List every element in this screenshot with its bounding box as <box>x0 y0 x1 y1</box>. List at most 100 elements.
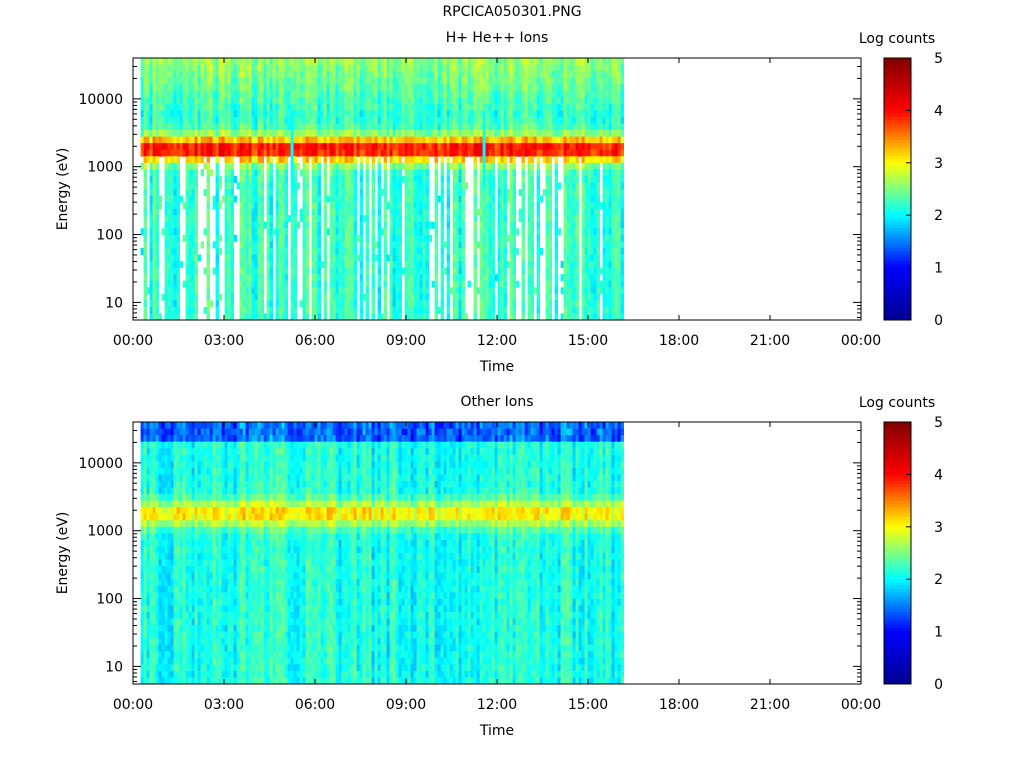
heatmap-cell <box>527 300 531 308</box>
heatmap-cell <box>149 110 153 118</box>
heatmap-cell <box>341 287 345 295</box>
heatmap-cell <box>287 77 291 85</box>
heatmap-cell <box>455 90 459 98</box>
heatmap-cell <box>155 261 159 268</box>
heatmap-cell <box>473 293 477 301</box>
heatmap-cell <box>392 234 396 242</box>
heatmap-cell <box>509 103 513 111</box>
heatmap-cell <box>407 306 411 314</box>
heatmap-cell <box>461 189 465 196</box>
heatmap-cell <box>290 208 294 216</box>
heatmap-cell <box>242 58 246 65</box>
heatmap-cell <box>554 306 558 314</box>
heatmap-cell <box>257 97 261 105</box>
heatmap-cell <box>473 90 477 98</box>
heatmap-cell <box>164 195 168 203</box>
heatmap-cell <box>380 143 384 151</box>
heatmap-cell <box>239 64 243 72</box>
heatmap-cell <box>461 234 465 242</box>
heatmap-cell <box>266 306 270 314</box>
heatmap-cell <box>440 162 444 170</box>
heatmap-cell <box>491 202 495 210</box>
heatmap-cell <box>167 58 171 65</box>
heatmap-cell <box>473 103 477 111</box>
heatmap-cell <box>407 84 411 92</box>
heatmap-cell <box>206 103 210 111</box>
heatmap-cell <box>173 195 177 203</box>
heatmap-cell <box>341 71 345 79</box>
heatmap-cell <box>353 195 357 203</box>
heatmap-cell <box>278 130 282 137</box>
heatmap-cell <box>350 293 354 301</box>
heatmap-cell <box>377 208 381 216</box>
heatmap-cell <box>161 116 165 124</box>
heatmap-cell <box>380 58 384 65</box>
heatmap-cell <box>206 71 210 79</box>
heatmap-cell <box>347 228 351 236</box>
heatmap-cell <box>422 90 426 98</box>
heatmap-cell <box>515 280 519 288</box>
heatmap-cell <box>317 97 321 105</box>
heatmap-cell <box>239 189 243 196</box>
heatmap-cell <box>164 313 168 321</box>
heatmap-cell <box>308 71 312 79</box>
heatmap-cell <box>389 189 393 196</box>
heatmap-cell <box>455 110 459 118</box>
heatmap-cell <box>458 274 462 282</box>
heatmap-cell <box>470 143 474 151</box>
heatmap-cell <box>278 71 282 79</box>
heatmap-cell <box>296 182 300 190</box>
heatmap-cell <box>278 90 282 98</box>
heatmap-cell <box>335 103 339 111</box>
heatmap-cell <box>296 58 300 65</box>
heatmap-cell <box>527 123 531 131</box>
heatmap-cell <box>215 136 219 144</box>
heatmap-cell <box>488 202 492 210</box>
heatmap-cell <box>284 58 288 65</box>
heatmap-cell <box>170 202 174 210</box>
heatmap-cell <box>155 130 159 137</box>
heatmap-cell <box>488 280 492 288</box>
heatmap-cell <box>206 247 210 255</box>
heatmap-cell <box>491 110 495 118</box>
heatmap-cell <box>494 123 498 131</box>
heatmap-cell <box>335 71 339 79</box>
heatmap-cell <box>335 306 339 314</box>
heatmap-cell <box>260 241 264 249</box>
heatmap-cell <box>593 280 597 288</box>
heatmap-cell <box>197 143 201 151</box>
heatmap-cell <box>401 130 405 137</box>
heatmap-cell <box>581 189 585 196</box>
heatmap-cell <box>284 149 288 157</box>
heatmap-cell <box>140 162 144 170</box>
heatmap-cell <box>242 84 246 92</box>
heatmap-cell <box>500 162 504 170</box>
heatmap-cell <box>233 103 237 111</box>
heatmap-cell <box>539 77 543 85</box>
heatmap-cell <box>155 110 159 118</box>
heatmap-cell <box>569 221 573 229</box>
heatmap-cell <box>398 221 402 229</box>
heatmap-cell <box>302 300 306 308</box>
heatmap-cell <box>176 313 180 321</box>
heatmap-cell <box>164 221 168 229</box>
heatmap-cell <box>455 77 459 85</box>
heatmap-cell <box>386 97 390 105</box>
heatmap-cell <box>263 58 267 65</box>
heatmap-cell <box>338 143 342 151</box>
heatmap-cell <box>365 261 369 268</box>
heatmap-cell <box>458 287 462 295</box>
heatmap-cell <box>338 280 342 288</box>
heatmap-cell <box>572 261 576 268</box>
heatmap-cell <box>269 149 273 157</box>
heatmap-cell <box>500 123 504 131</box>
heatmap-cell <box>311 136 315 144</box>
heatmap-cell <box>278 64 282 72</box>
heatmap-cell <box>590 300 594 308</box>
heatmap-cell <box>140 123 144 131</box>
heatmap-cell <box>290 71 294 79</box>
heatmap-cell <box>335 267 339 275</box>
heatmap-cell <box>317 136 321 144</box>
heatmap-cell <box>245 306 249 314</box>
